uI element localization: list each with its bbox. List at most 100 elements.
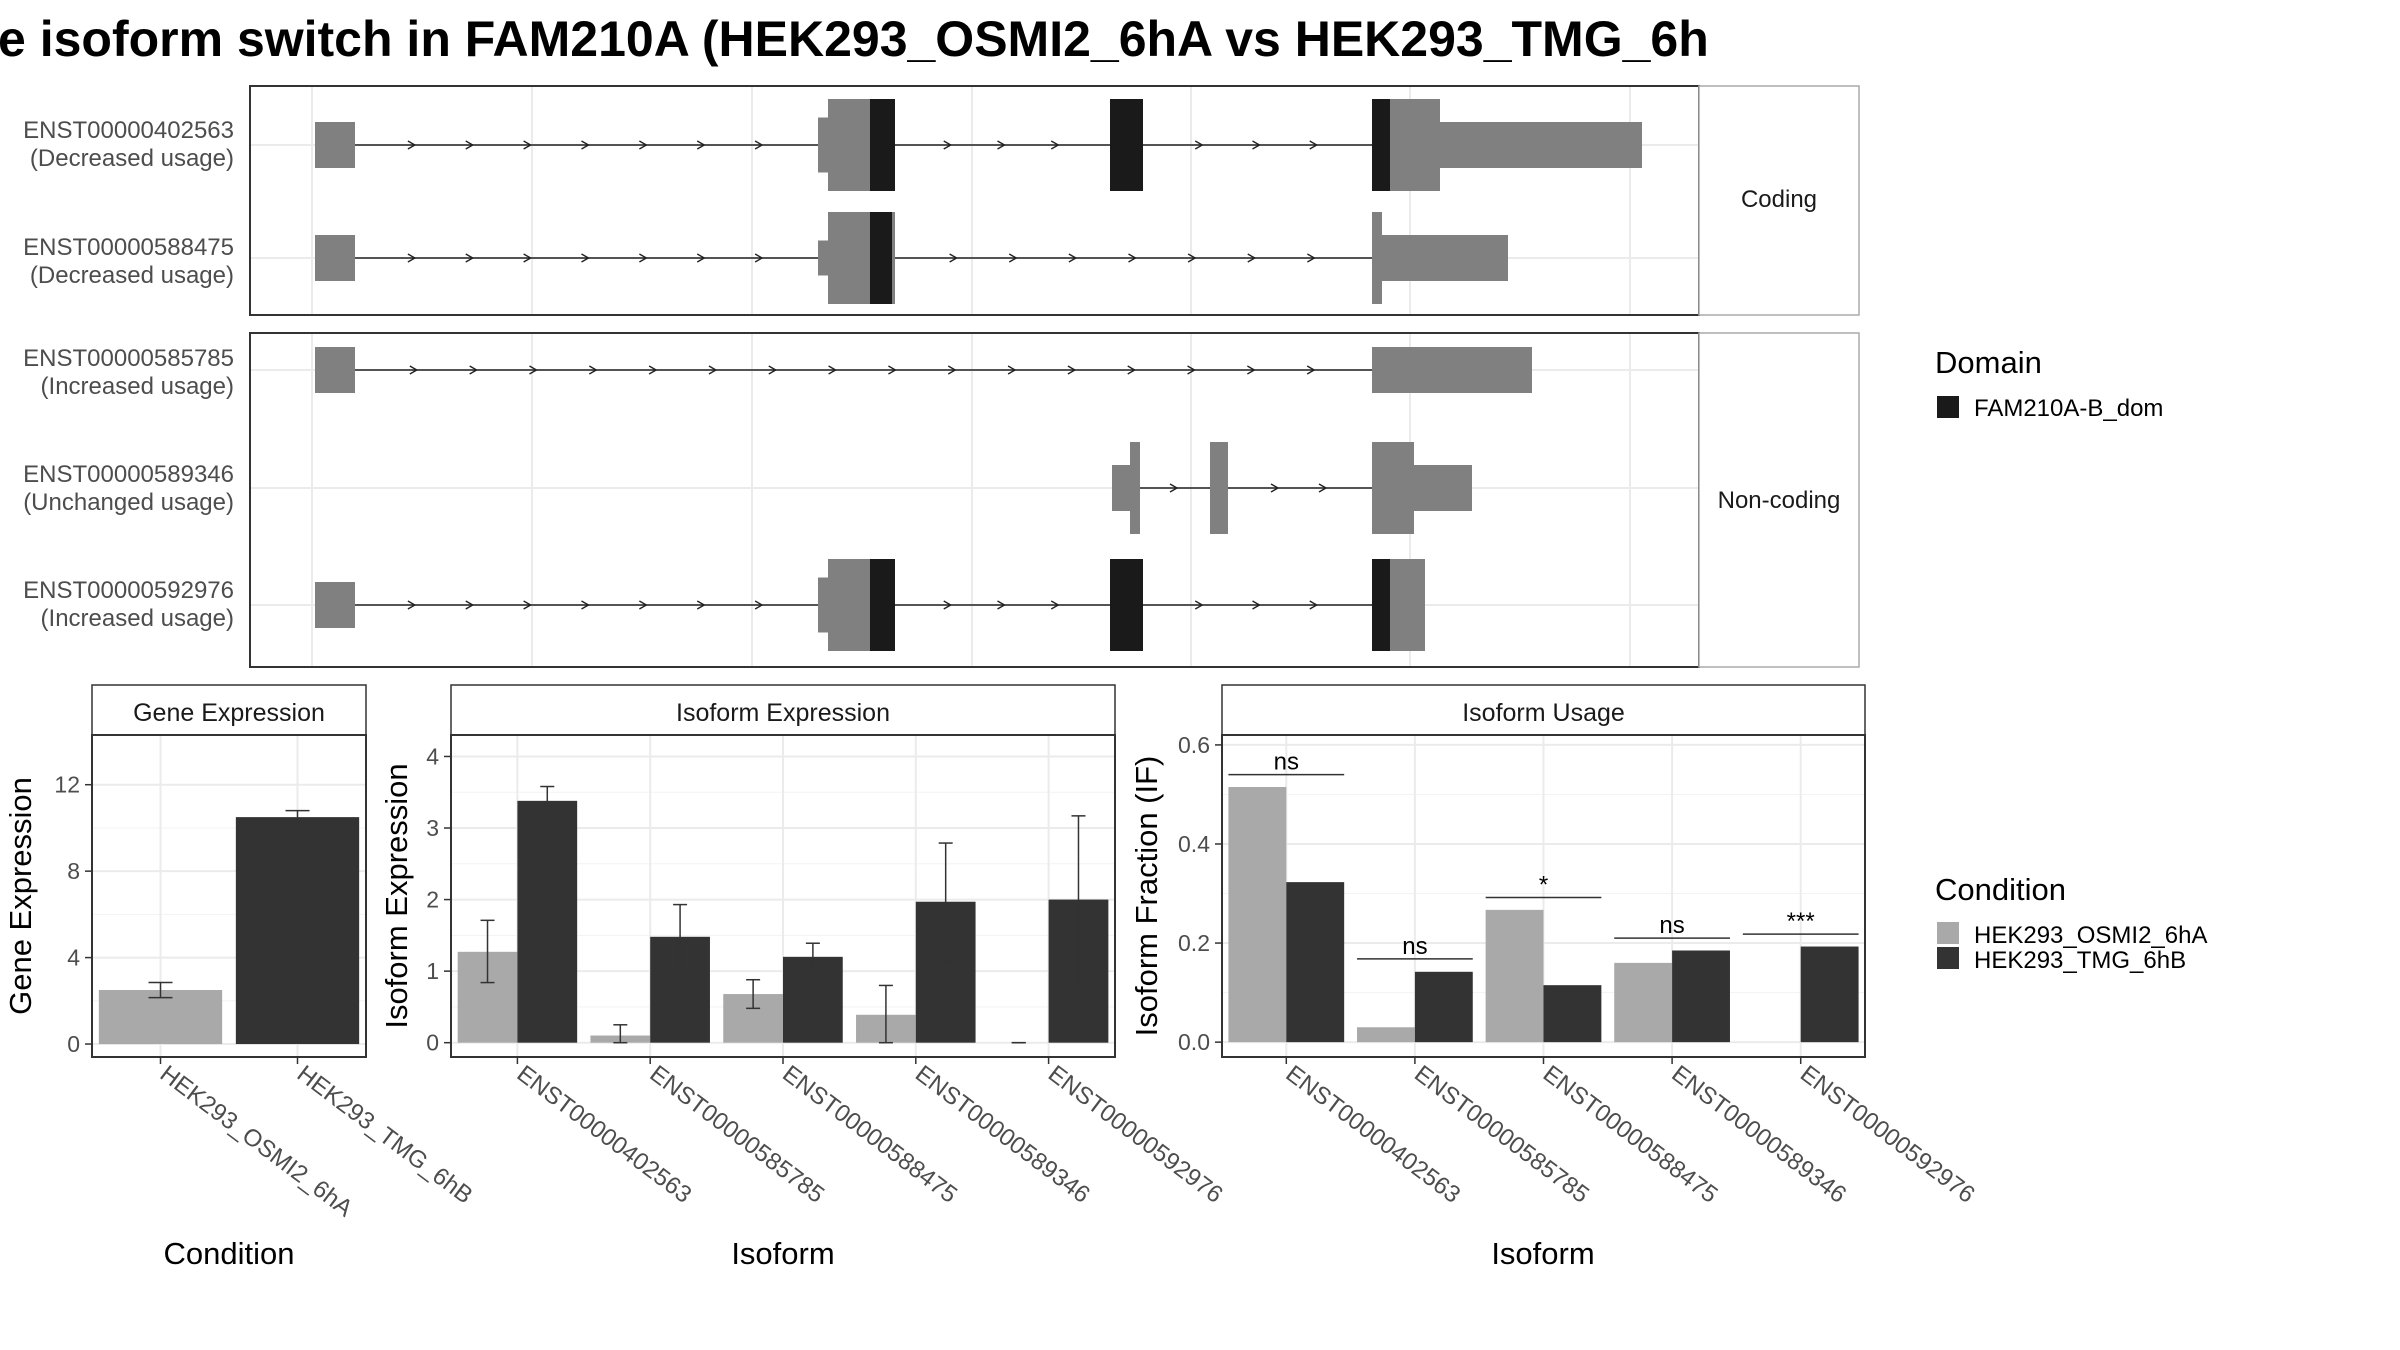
intron-arrow — [1194, 140, 1204, 150]
domain-legend: Domain FAM210A-B_dom — [1935, 345, 2163, 422]
transcript-label: ENST00000592976 (Increased usage) — [23, 577, 234, 632]
bar — [517, 800, 578, 1043]
intron-arrow — [947, 365, 957, 375]
intron-arrow — [581, 140, 590, 150]
exon — [315, 122, 355, 168]
intron-arrow — [407, 253, 417, 263]
intron-arrow — [768, 365, 778, 375]
chart-isoform-expression: Isoform Expression01234ENST00000402563EN… — [379, 684, 1228, 1271]
transcript-label: ENST00000402563 (Decreased usage) — [23, 117, 234, 172]
bar — [1672, 950, 1730, 1043]
intron-arrow — [648, 365, 658, 375]
figure-title: e isoform switch in FAM210A (HEK293_OSMI… — [0, 11, 1709, 67]
intron-arrow — [754, 600, 764, 610]
domain-exon — [1110, 99, 1143, 191]
y-tick-label: 12 — [54, 772, 80, 798]
intron-arrow — [754, 253, 764, 263]
exon — [1372, 347, 1532, 393]
intron-arrow — [1050, 600, 1060, 610]
intron-arrow — [1307, 253, 1316, 263]
condition-legend-key-b — [1937, 947, 1959, 969]
bar — [1614, 962, 1673, 1043]
intron-arrow — [1247, 365, 1256, 375]
intron-arrow — [465, 600, 475, 610]
intron-arrow — [696, 253, 706, 263]
intron-arrow — [588, 365, 598, 375]
intron-arrow — [1306, 365, 1316, 375]
exon — [1372, 212, 1382, 304]
chart-title: Isoform Usage — [1462, 699, 1625, 727]
condition-legend-item-b: HEK293_TMG_6hB — [1974, 947, 2186, 974]
bar — [1357, 1027, 1415, 1043]
intron-arrow — [1309, 140, 1319, 150]
intron-arrow — [1050, 140, 1060, 150]
exon — [818, 117, 828, 173]
intron-arrow — [1194, 600, 1204, 610]
domain-legend-title: Domain — [1935, 345, 2042, 380]
x-axis-label: Condition — [164, 1236, 295, 1271]
y-axis-label: Isoform Expression — [379, 763, 414, 1028]
exon — [1372, 442, 1414, 534]
exon — [1440, 122, 1642, 168]
condition-legend: Condition HEK293_OSMI2_6hA HEK293_TMG_6h… — [1935, 872, 2207, 974]
domain-legend-item: FAM210A-B_dom — [1974, 395, 2163, 422]
bar — [1228, 787, 1287, 1043]
domain-exon — [1372, 99, 1390, 191]
y-tick-label: 3 — [426, 815, 439, 841]
domain-exon — [1372, 559, 1390, 651]
coding-strip — [1698, 85, 1860, 316]
condition-legend-item-a: HEK293_OSMI2_6hA — [1974, 922, 2207, 949]
intron-arrow — [1318, 483, 1328, 493]
intron-arrow — [943, 140, 953, 150]
bar — [1543, 985, 1602, 1043]
domain-exon — [870, 99, 895, 191]
intron-arrow — [1007, 365, 1017, 375]
domain-exon — [1110, 559, 1143, 651]
chart-strip — [1221, 684, 1866, 736]
intron-arrow — [1128, 253, 1137, 263]
exon — [828, 559, 870, 651]
y-tick-label: 0.2 — [1178, 930, 1210, 956]
exon — [828, 99, 870, 191]
intron-arrow — [581, 600, 590, 610]
significance-label: ns — [1402, 933, 1427, 960]
domain-legend-key — [1937, 396, 1959, 418]
exon — [828, 212, 870, 304]
intron-arrow — [639, 140, 648, 150]
x-axis-label: Isoform — [1491, 1236, 1594, 1271]
exon — [1130, 442, 1140, 534]
significance-label: ns — [1274, 749, 1299, 776]
exon — [315, 347, 355, 393]
chart-strip — [91, 684, 367, 736]
intron-arrow — [888, 365, 897, 375]
exon — [1390, 559, 1425, 651]
condition-legend-title: Condition — [1935, 872, 2066, 907]
transcript-label: ENST00000585785 (Increased usage) — [23, 345, 234, 400]
y-tick-label: 8 — [67, 858, 80, 884]
bar-charts: Gene Expression04812HEK293_OSMI2_6hAHEK2… — [3, 684, 1980, 1271]
condition-legend-key-a — [1937, 922, 1959, 944]
intron-arrow — [1068, 253, 1078, 263]
intron-arrow — [523, 600, 533, 610]
intron-arrow — [949, 253, 959, 263]
bar — [1800, 946, 1859, 1043]
exon — [818, 240, 828, 276]
intron-arrow — [465, 140, 475, 150]
exon — [818, 577, 828, 633]
y-tick-label: 0 — [426, 1030, 439, 1056]
exon — [315, 235, 355, 281]
bar — [98, 990, 223, 1045]
intron-arrow — [754, 140, 764, 150]
intron-arrow — [1252, 140, 1261, 150]
y-tick-label: 0.6 — [1178, 732, 1210, 758]
significance-label: ns — [1659, 912, 1684, 939]
noncoding-strip — [1698, 332, 1860, 668]
intron-arrow — [1309, 600, 1319, 610]
intron-arrow — [1169, 483, 1179, 493]
intron-arrow — [639, 253, 648, 263]
bar — [235, 817, 360, 1045]
exon — [1210, 442, 1228, 534]
intron-arrow — [1247, 253, 1257, 263]
y-axis-label: Gene Expression — [3, 777, 38, 1015]
intron-arrow — [1187, 365, 1196, 375]
